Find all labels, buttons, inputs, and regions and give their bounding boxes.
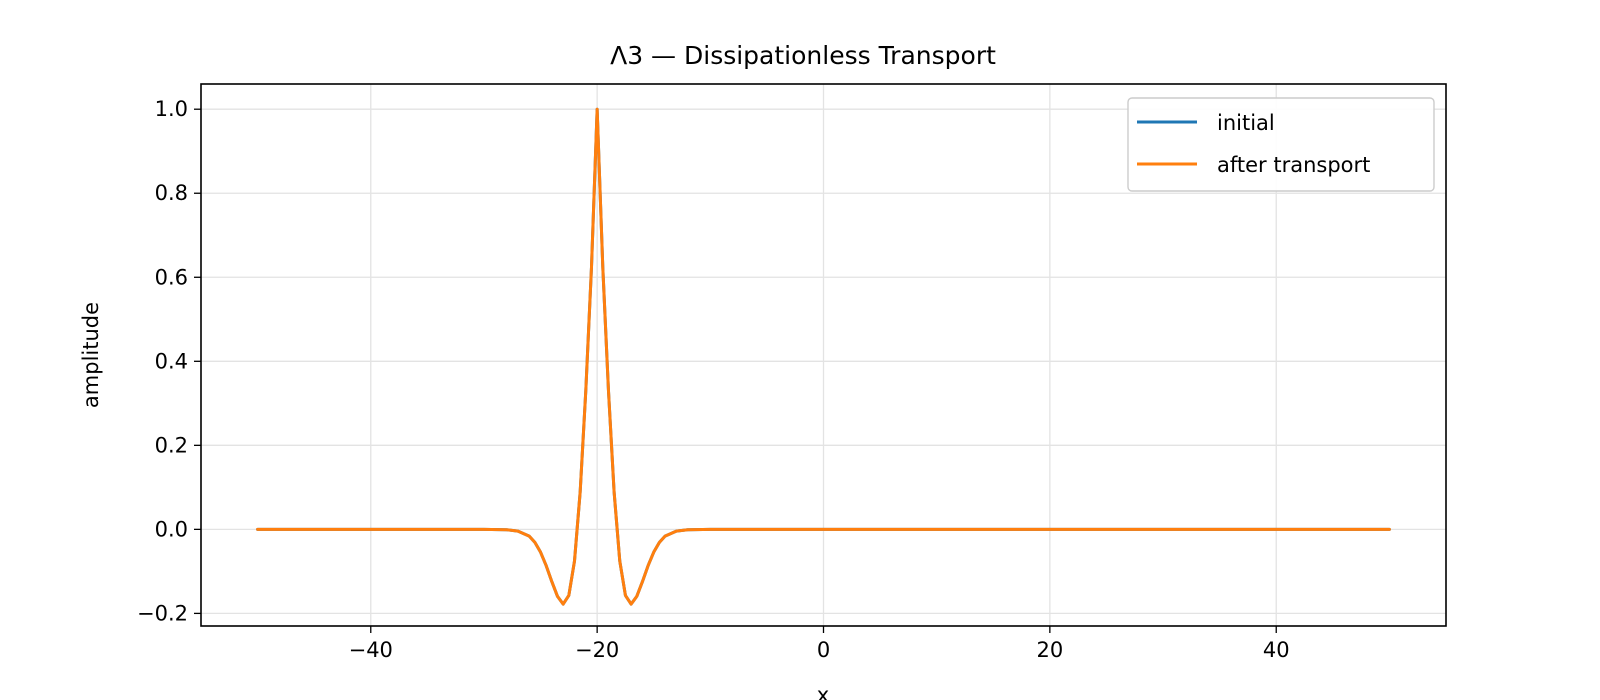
y-tick-label: 0.8 [155,181,188,205]
legend-box [1127,97,1435,192]
x-axis-label: x [817,683,829,700]
chart-title: Λ3 — Dissipationless Transport [610,41,996,70]
y-tick-label: 0.6 [155,265,188,289]
legend-label-initial: initial [1217,111,1275,135]
legend: initial after transport [1127,97,1435,192]
series-line-after-transport [256,107,1391,606]
x-tick-label: −20 [575,638,619,662]
y-tick-label: 0.0 [155,517,188,541]
x-tick-label: −40 [349,638,393,662]
x-tick-label: 20 [1036,638,1063,662]
series-layer [256,107,1391,606]
y-tick-label: 0.2 [155,433,188,457]
x-tick-label: 0 [817,638,830,662]
ticks: −40 −20 0 20 40 −0.2 0.0 0.2 0.4 0.6 0.8 1.0 [137,97,1290,662]
y-axis-label: amplitude [79,302,103,408]
legend-label-after-transport: after transport [1217,153,1370,177]
y-tick-label: −0.2 [137,601,188,625]
y-tick-label: 1.0 [155,97,188,121]
y-tick-label: 0.4 [155,349,188,373]
x-tick-label: 40 [1263,638,1290,662]
